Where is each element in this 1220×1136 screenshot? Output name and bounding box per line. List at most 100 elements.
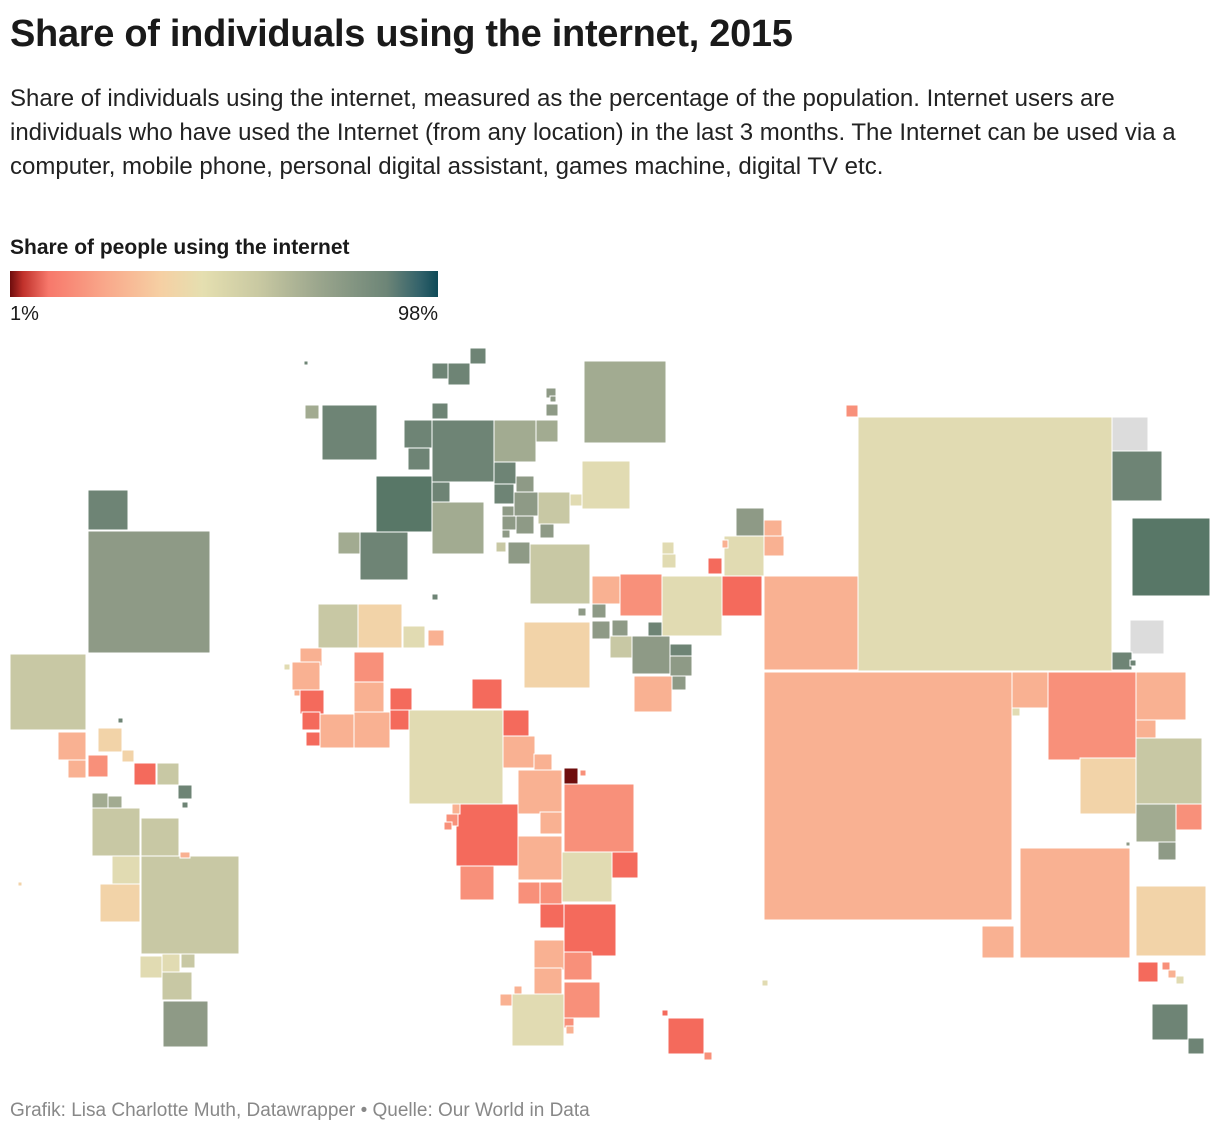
country-square[interactable] [140,817,180,857]
country-square[interactable] [469,347,487,365]
country-square[interactable] [1079,757,1137,815]
country-square[interactable] [579,769,587,777]
country-square[interactable] [493,461,517,485]
country-square[interactable] [57,731,87,761]
country-square[interactable] [177,784,193,800]
country-square[interactable] [87,754,109,778]
country-square[interactable] [1175,975,1185,985]
country-square[interactable] [403,419,433,449]
country-square[interactable] [140,855,240,955]
country-square[interactable] [565,1025,575,1035]
country-square[interactable] [1129,619,1165,655]
country-square[interactable] [459,865,495,901]
country-square[interactable] [703,1051,713,1061]
country-square[interactable] [735,507,765,537]
country-square[interactable] [502,709,530,737]
country-square[interactable] [359,531,409,581]
country-square[interactable] [763,575,859,671]
country-square[interactable] [111,855,141,885]
country-square[interactable] [721,575,763,617]
country-square[interactable] [1151,1003,1189,1041]
country-square[interactable] [431,501,485,555]
country-square[interactable] [133,762,157,786]
country-square[interactable] [545,403,559,417]
country-square[interactable] [1135,719,1157,739]
country-square[interactable] [1111,416,1149,452]
country-square[interactable] [763,519,783,537]
country-square[interactable] [539,523,555,539]
country-square[interactable] [669,655,693,677]
country-square[interactable] [87,489,129,531]
country-square[interactable] [515,515,535,535]
country-square[interactable] [407,447,431,471]
country-square[interactable] [667,1017,705,1055]
country-square[interactable] [91,792,109,810]
country-square[interactable] [389,709,411,731]
country-square[interactable] [511,993,565,1047]
country-square[interactable] [1135,671,1187,721]
country-square[interactable] [611,851,639,879]
country-square[interactable] [161,971,193,1001]
country-square[interactable] [517,881,541,905]
country-square[interactable] [507,541,531,565]
country-square[interactable] [845,404,859,418]
country-square[interactable] [563,767,579,785]
country-square[interactable] [180,953,196,969]
country-square[interactable] [353,681,385,713]
country-square[interactable] [1167,969,1177,979]
country-square[interactable] [1157,841,1177,861]
country-square[interactable] [299,689,325,715]
country-square[interactable] [563,903,617,957]
country-square[interactable] [515,475,535,495]
country-square[interactable] [181,801,189,809]
country-square[interactable] [763,671,1013,921]
country-square[interactable] [1011,671,1049,709]
country-square[interactable] [91,807,141,857]
country-square[interactable] [581,460,631,510]
country-square[interactable] [402,625,426,649]
country-square[interactable] [443,821,453,831]
country-square[interactable] [17,881,23,887]
country-square[interactable] [161,953,181,973]
country-square[interactable] [493,483,515,505]
country-square[interactable] [321,404,378,461]
country-square[interactable] [533,753,553,771]
country-square[interactable] [317,603,359,649]
country-square[interactable] [87,530,211,654]
country-square[interactable] [563,981,601,1019]
country-square[interactable] [283,663,291,671]
country-square[interactable] [353,711,391,749]
country-square[interactable] [763,535,785,557]
country-square[interactable] [455,803,519,867]
country-square[interactable] [857,416,1113,672]
country-square[interactable] [633,675,673,713]
country-square[interactable] [1135,737,1203,805]
country-square[interactable] [451,803,461,815]
country-square[interactable] [501,529,511,539]
country-square[interactable] [1161,961,1171,971]
country-square[interactable] [357,603,403,649]
country-square[interactable] [569,493,583,507]
country-square[interactable] [337,531,361,555]
country-square[interactable] [303,360,309,366]
country-square[interactable] [609,635,633,659]
country-square[interactable] [517,769,563,815]
country-square[interactable] [539,881,563,905]
country-square[interactable] [517,835,563,881]
country-square[interactable] [431,481,451,503]
country-square[interactable] [501,515,517,531]
country-square[interactable] [523,621,591,689]
country-square[interactable] [619,573,663,617]
country-square[interactable] [431,593,439,601]
country-square[interactable] [156,762,180,786]
country-square[interactable] [761,979,769,987]
country-square[interactable] [539,811,563,835]
country-square[interactable] [319,713,355,749]
country-square[interactable] [431,419,495,483]
country-square[interactable] [1125,841,1131,847]
country-square[interactable] [99,883,141,923]
country-square[interactable] [611,619,629,637]
country-square[interactable] [707,557,723,575]
country-square[interactable] [1111,450,1163,502]
country-square[interactable] [301,711,321,731]
